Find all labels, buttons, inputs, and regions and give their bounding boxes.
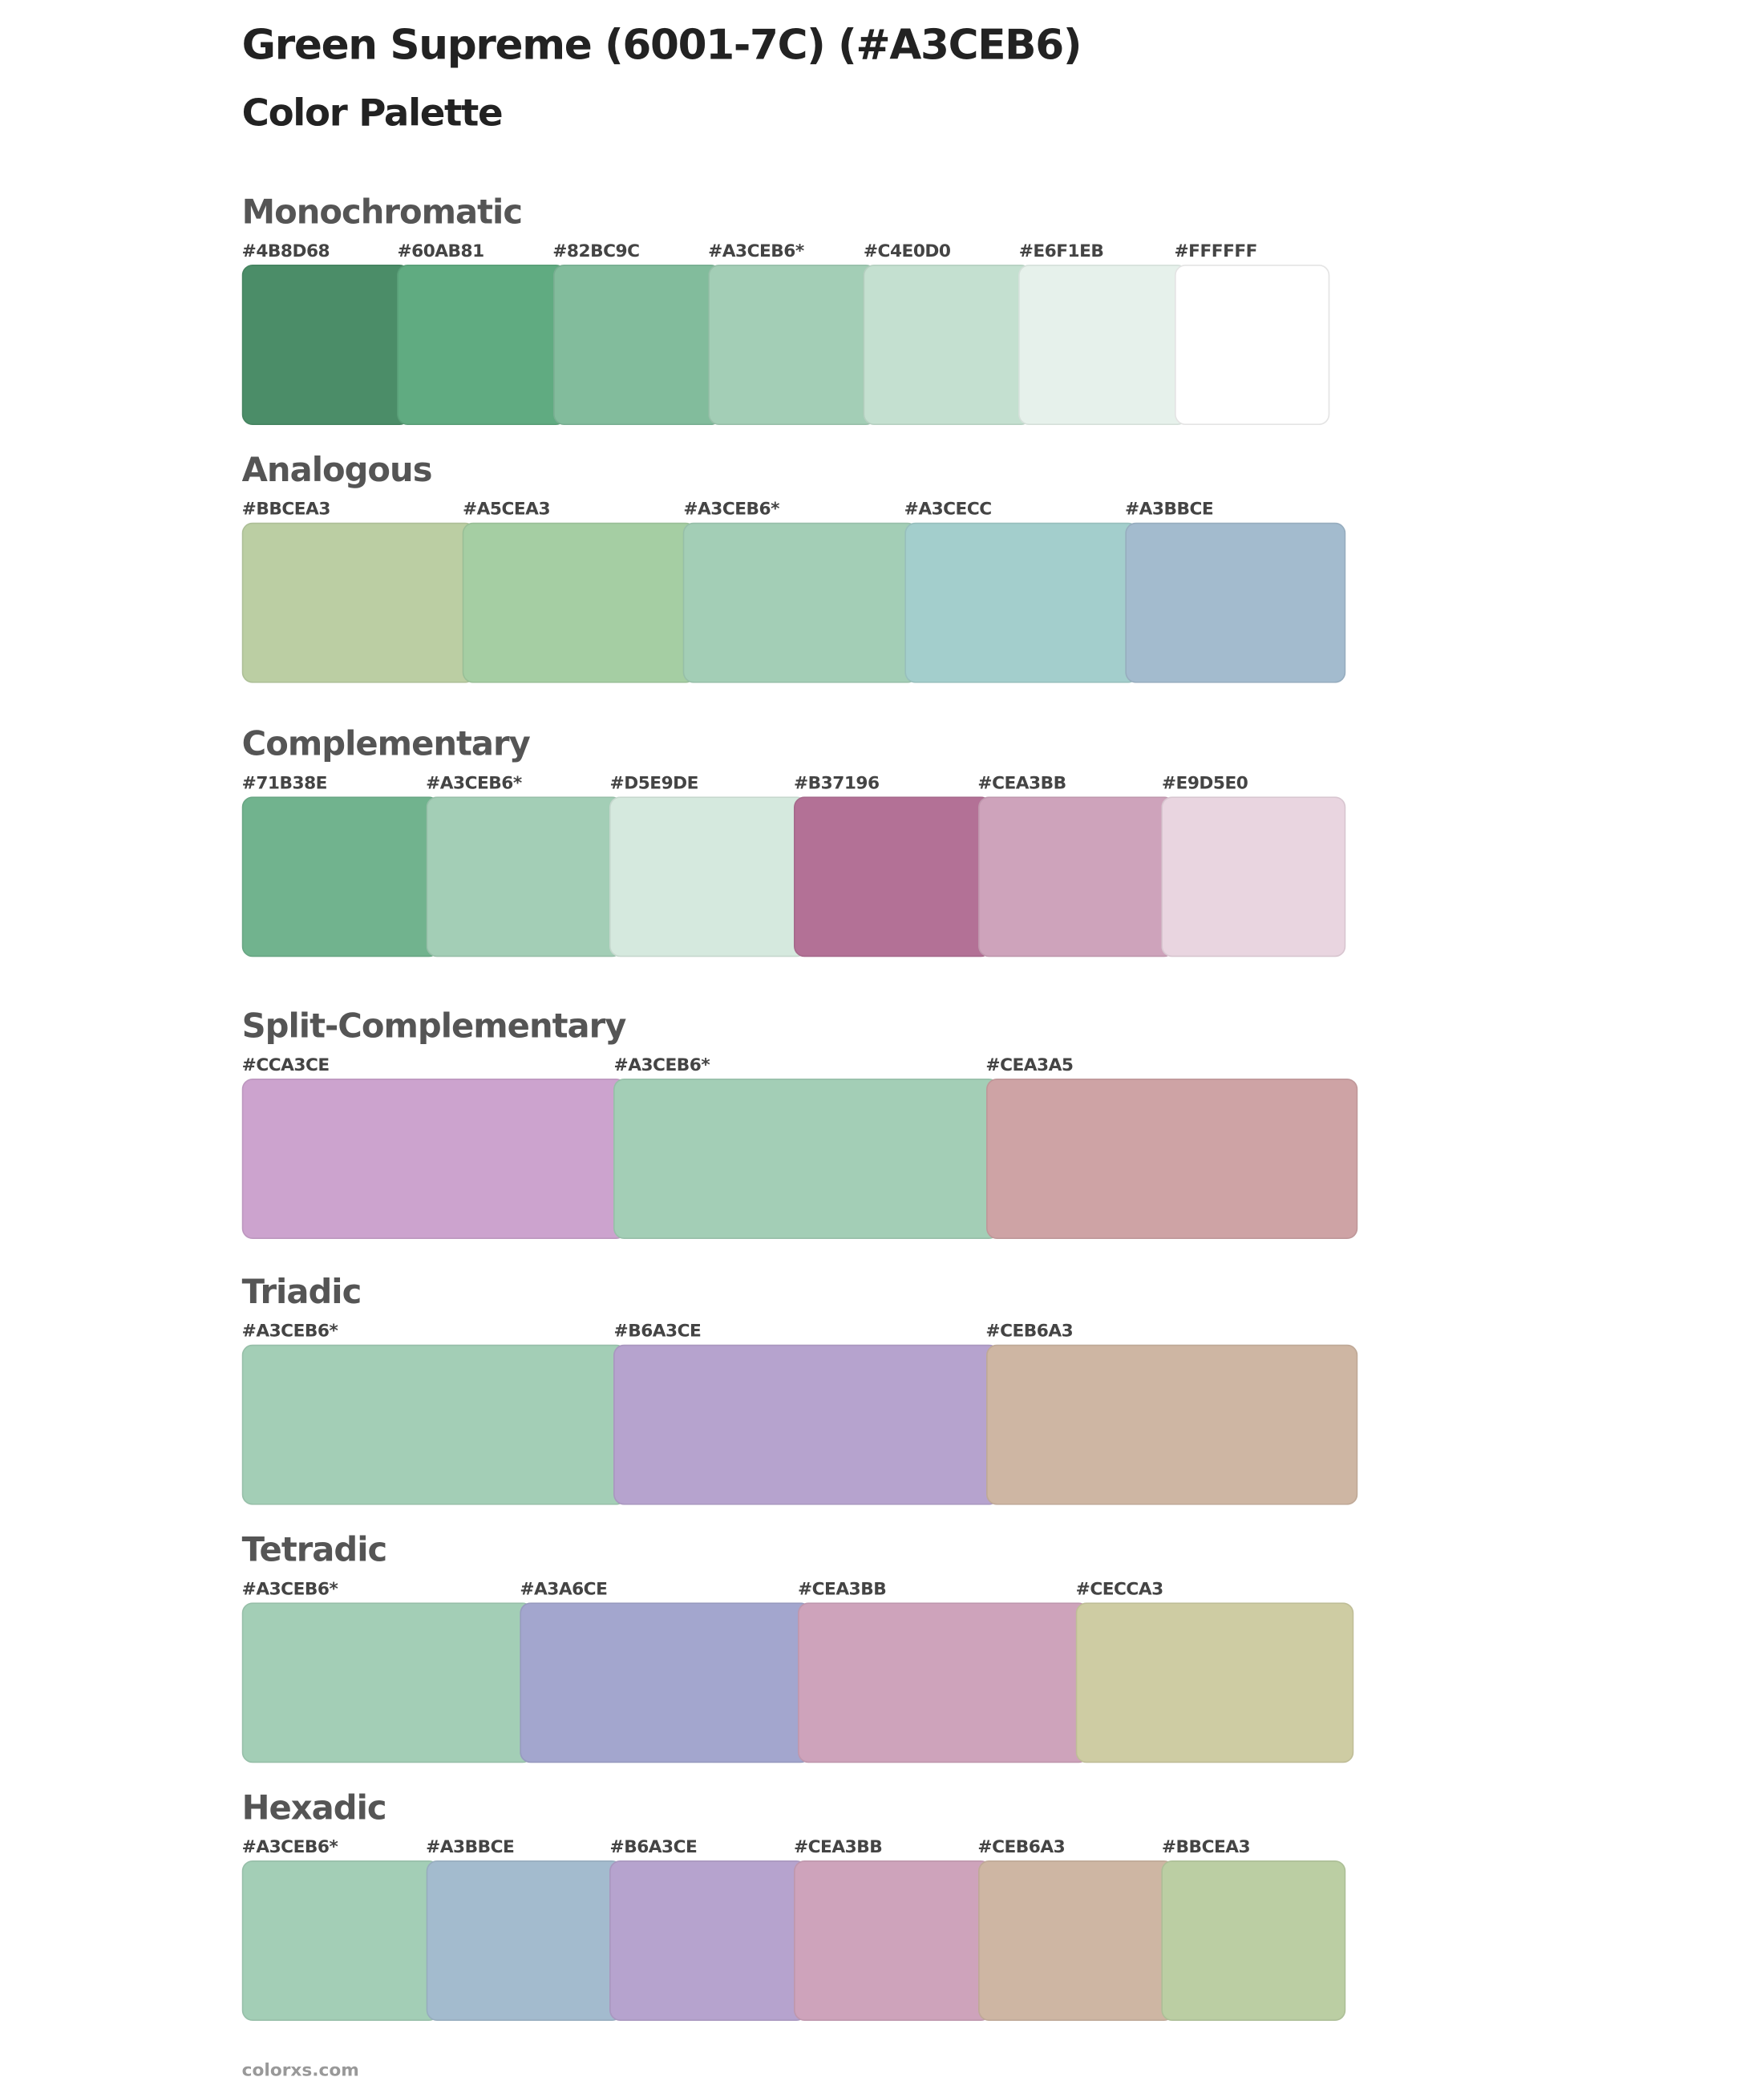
section-heading: Analogous xyxy=(241,450,433,490)
color-swatch[interactable] xyxy=(241,1344,628,1505)
color-swatch[interactable] xyxy=(985,1079,1358,1240)
color-swatch[interactable] xyxy=(241,1860,439,2022)
section-heading: Tetradic xyxy=(241,1530,388,1569)
section-heading: Complementary xyxy=(241,724,531,763)
swatch-label: #D5E9DE xyxy=(609,774,699,795)
swatch-label: #82BC9C xyxy=(552,241,640,262)
swatch-label: #CCA3CE xyxy=(241,1055,330,1076)
color-swatch[interactable] xyxy=(609,1860,807,2022)
swatch-label: #E9D5E0 xyxy=(1161,774,1248,795)
section-heading: Split-Complementary xyxy=(241,1006,627,1046)
swatch-label: #60AB81 xyxy=(397,241,484,262)
color-swatch[interactable] xyxy=(462,522,697,683)
swatch-label: #CEB6A3 xyxy=(977,1837,1066,1858)
color-swatch[interactable] xyxy=(609,796,807,957)
color-swatch[interactable] xyxy=(241,265,411,426)
color-swatch[interactable] xyxy=(1124,522,1346,683)
color-swatch[interactable] xyxy=(985,1344,1358,1505)
color-swatch[interactable] xyxy=(794,1860,992,2022)
color-swatch[interactable] xyxy=(552,265,722,426)
color-swatch[interactable] xyxy=(1174,265,1330,426)
color-swatch[interactable] xyxy=(904,522,1139,683)
swatch-label: #B37196 xyxy=(794,774,880,795)
color-swatch[interactable] xyxy=(708,265,877,426)
color-swatch[interactable] xyxy=(241,1602,534,1763)
swatch-label: #A3CEB6* xyxy=(241,1322,338,1342)
color-swatch[interactable] xyxy=(397,265,566,426)
color-swatch[interactable] xyxy=(241,522,476,683)
swatch-label: #A3A6CE xyxy=(520,1580,608,1601)
swatch-label: #71B38E xyxy=(241,774,328,795)
color-swatch[interactable] xyxy=(241,796,439,957)
swatch-label: #BBCEA3 xyxy=(241,500,331,520)
swatch-label: #BBCEA3 xyxy=(1161,1837,1251,1858)
page-title: Green Supreme (6001-7C) (#A3CEB6) xyxy=(241,21,1082,70)
swatch-label: #CEA3A5 xyxy=(985,1055,1074,1076)
swatch-label: #A3CEB6* xyxy=(426,774,522,795)
color-swatch[interactable] xyxy=(683,522,918,683)
color-swatch[interactable] xyxy=(613,1079,1000,1240)
color-swatch[interactable] xyxy=(1075,1602,1354,1763)
color-swatch[interactable] xyxy=(613,1344,1000,1505)
color-swatch[interactable] xyxy=(794,796,992,957)
color-swatch[interactable] xyxy=(241,1079,628,1240)
swatch-label: #CECCA3 xyxy=(1075,1580,1164,1601)
swatch-label: #B6A3CE xyxy=(613,1322,702,1342)
swatch-label: #CEA3BB xyxy=(798,1580,887,1601)
swatch-label: #CEA3BB xyxy=(794,1837,883,1858)
page-subtitle: Color Palette xyxy=(241,91,504,136)
color-swatch[interactable] xyxy=(426,796,624,957)
swatch-label: #4B8D68 xyxy=(241,241,330,262)
swatch-label: #A3CEB6* xyxy=(683,500,779,520)
swatch-label: #A3BBCE xyxy=(1124,500,1214,520)
color-swatch[interactable] xyxy=(520,1602,811,1763)
swatch-label: #CEA3BB xyxy=(977,774,1066,795)
swatch-label: #A5CEA3 xyxy=(462,500,551,520)
swatch-label: #C4E0D0 xyxy=(863,241,951,262)
section-heading: Triadic xyxy=(241,1272,362,1312)
swatch-label: #A3CEB6* xyxy=(708,241,804,262)
swatch-label: #CEB6A3 xyxy=(985,1322,1074,1342)
swatch-label: #E6F1EB xyxy=(1018,241,1104,262)
color-swatch[interactable] xyxy=(977,1860,1175,2022)
section-heading: Hexadic xyxy=(241,1788,387,1828)
swatch-label: #FFFFFF xyxy=(1174,241,1258,262)
color-swatch[interactable] xyxy=(1161,1860,1346,2022)
swatch-label: #B6A3CE xyxy=(609,1837,698,1858)
color-swatch[interactable] xyxy=(798,1602,1090,1763)
swatch-label: #A3CEB6* xyxy=(241,1580,338,1601)
color-swatch[interactable] xyxy=(977,796,1175,957)
footer-site-link[interactable]: colorxs.com xyxy=(241,2061,359,2082)
swatch-label: #A3CEB6* xyxy=(241,1837,338,1858)
swatch-label: #A3BBCE xyxy=(426,1837,515,1858)
section-heading: Monochromatic xyxy=(241,192,523,232)
color-swatch[interactable] xyxy=(1018,265,1188,426)
color-swatch[interactable] xyxy=(426,1860,624,2022)
swatch-label: #A3CECC xyxy=(904,500,993,520)
swatch-label: #A3CEB6* xyxy=(613,1055,710,1076)
color-swatch[interactable] xyxy=(863,265,1033,426)
color-swatch[interactable] xyxy=(1161,796,1346,957)
